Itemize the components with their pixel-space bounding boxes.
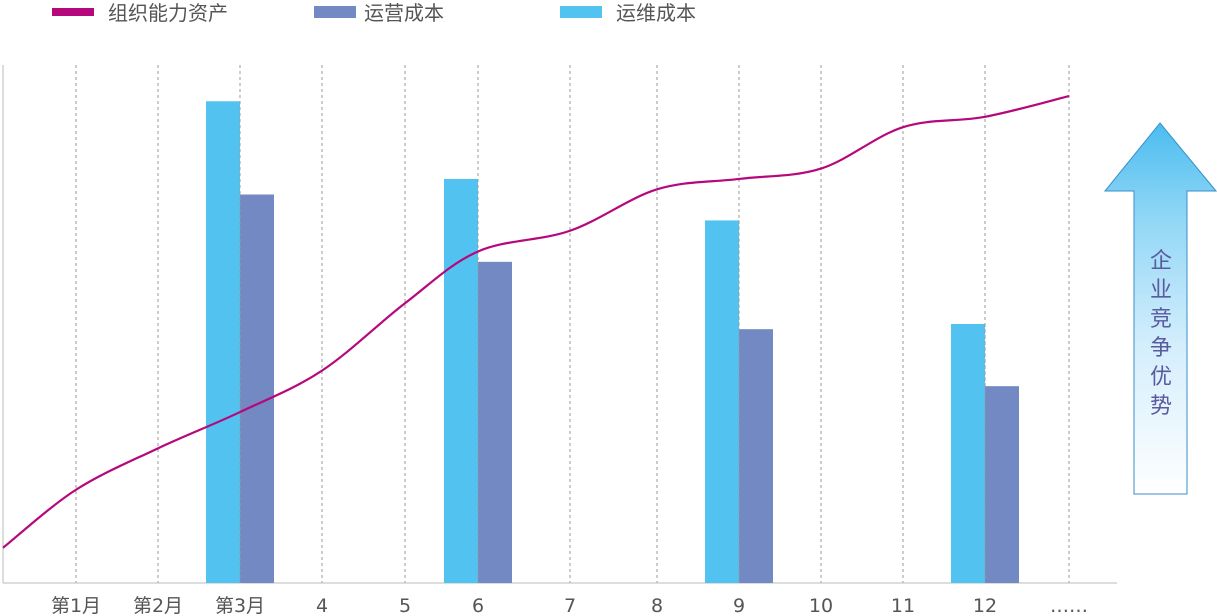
bar-om-9 bbox=[705, 220, 739, 583]
x-tick-labels: 第1月 第2月 第3月 4 5 6 7 8 9 10 11 12 …… bbox=[51, 595, 1088, 616]
legend-label-1: 组织能力资产 bbox=[108, 1, 228, 25]
bars bbox=[206, 101, 1019, 583]
grid-lines bbox=[75, 65, 1070, 583]
arrow-up-icon bbox=[1103, 122, 1217, 495]
x-tick-9: 9 bbox=[733, 595, 745, 616]
x-tick-8: 8 bbox=[651, 595, 663, 616]
arrow-label: 企业竞争优势 bbox=[1150, 249, 1172, 419]
axes bbox=[2, 65, 1117, 584]
line-organizational-capability bbox=[2, 95, 1070, 549]
bar-op-9 bbox=[739, 329, 773, 583]
x-tick-4: 4 bbox=[316, 595, 328, 616]
legend-swatch-1 bbox=[52, 8, 94, 16]
legend-swatch-2 bbox=[314, 6, 356, 18]
legend-label-3: 运维成本 bbox=[616, 1, 696, 25]
advantage-arrow: 企业竞争优势 bbox=[1103, 122, 1217, 495]
legend-label-2: 运营成本 bbox=[364, 1, 444, 25]
x-tick-13: …… bbox=[1050, 595, 1088, 616]
x-tick-6: 6 bbox=[472, 595, 484, 616]
bar-op-12 bbox=[985, 386, 1019, 583]
x-tick-5: 5 bbox=[399, 595, 411, 616]
bar-om-3 bbox=[206, 101, 240, 583]
x-tick-7: 7 bbox=[564, 595, 576, 616]
x-tick-2: 第2月 bbox=[133, 595, 183, 616]
x-tick-11: 11 bbox=[891, 595, 915, 616]
line-series bbox=[2, 95, 1070, 549]
bar-op-3 bbox=[240, 194, 274, 583]
legend-swatch-3 bbox=[560, 6, 602, 18]
bar-om-12 bbox=[951, 324, 985, 583]
x-tick-12: 12 bbox=[973, 595, 997, 616]
bar-om-6 bbox=[444, 178, 478, 583]
x-tick-10: 10 bbox=[809, 595, 833, 616]
x-tick-3: 第3月 bbox=[215, 595, 265, 616]
x-tick-1: 第1月 bbox=[51, 595, 101, 616]
bar-op-6 bbox=[478, 261, 512, 583]
legend: 组织能力资产 运营成本 运维成本 bbox=[52, 1, 696, 25]
